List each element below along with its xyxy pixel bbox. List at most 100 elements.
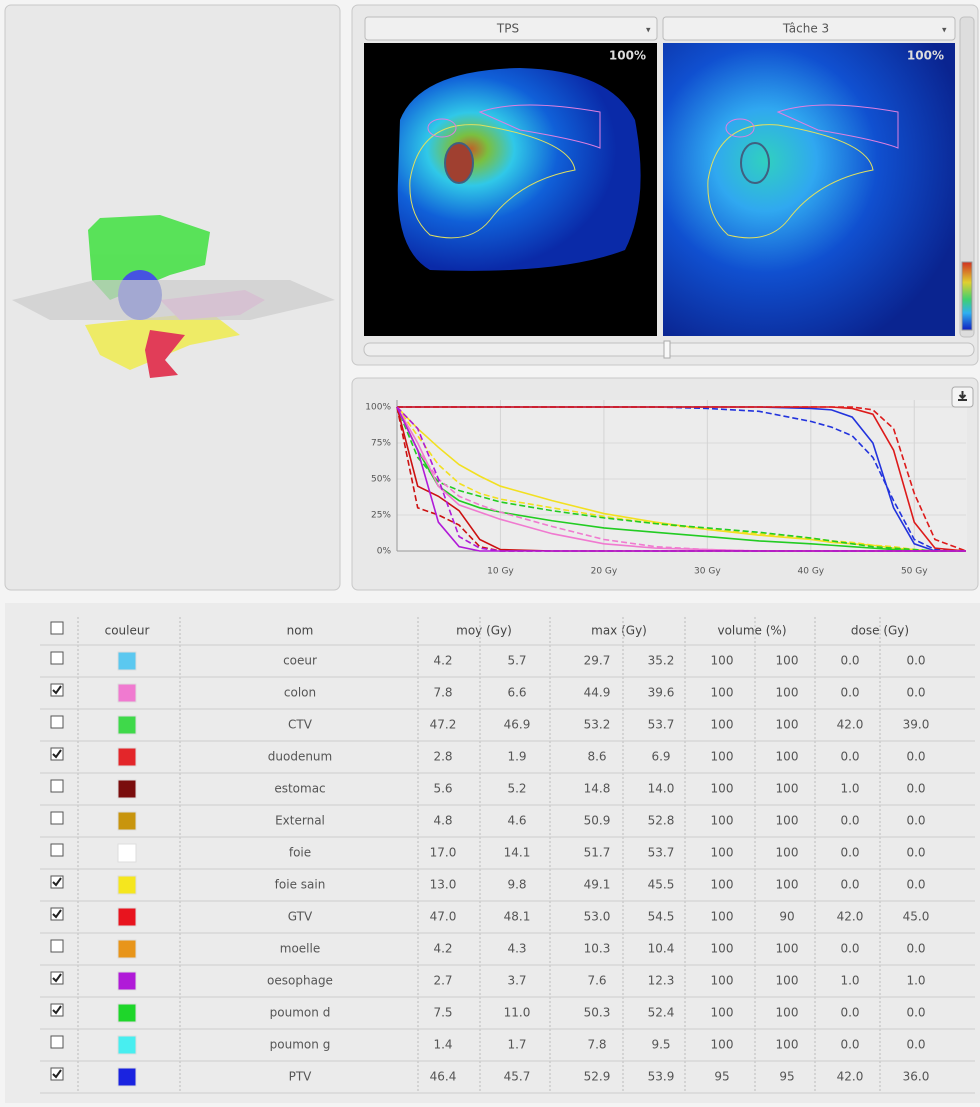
x-tick-label: 40 Gy — [798, 567, 825, 577]
color-swatch[interactable] — [118, 716, 136, 734]
table-cell: 100 — [711, 654, 734, 668]
table-cell: 8.6 — [587, 750, 606, 764]
table-cell: 4.2 — [433, 654, 452, 668]
table-cell: 5.6 — [433, 782, 452, 796]
x-tick-label: 10 Gy — [487, 567, 514, 577]
table-cell: 52.4 — [648, 1006, 675, 1020]
table-panel — [5, 603, 980, 1103]
color-swatch[interactable] — [118, 780, 136, 798]
table-cell: 4.8 — [433, 814, 452, 828]
zoom-label: 100% — [907, 49, 944, 63]
table-cell: 1.0 — [906, 974, 925, 988]
table-cell: 0.0 — [906, 686, 925, 700]
table-cell: 100 — [711, 846, 734, 860]
table-cell: 6.6 — [507, 686, 526, 700]
table-cell: 0.0 — [906, 654, 925, 668]
table-cell: 100 — [776, 1006, 799, 1020]
table-cell: 12.3 — [648, 974, 675, 988]
color-swatch[interactable] — [118, 908, 136, 926]
color-swatch[interactable] — [118, 1004, 136, 1022]
dose-image[interactable] — [663, 43, 955, 336]
checkbox[interactable] — [51, 780, 63, 792]
table-cell: 0.0 — [840, 654, 859, 668]
color-swatch[interactable] — [118, 876, 136, 894]
table-cell: 0.0 — [906, 814, 925, 828]
y-tick-label: 50% — [371, 475, 391, 485]
color-swatch[interactable] — [118, 812, 136, 830]
table-cell: 52.9 — [584, 1070, 611, 1084]
table-cell: 54.5 — [648, 910, 675, 924]
table-cell: 53.9 — [648, 1070, 675, 1084]
color-swatch[interactable] — [118, 748, 136, 766]
table-cell: 0.0 — [840, 878, 859, 892]
table-cell: 39.6 — [648, 686, 675, 700]
column-header: volume (%) — [717, 624, 786, 638]
table-cell: 0.0 — [840, 846, 859, 860]
table-cell: 46.9 — [504, 718, 531, 732]
dropdown-label[interactable]: Tâche 3 — [782, 22, 829, 36]
table-cell: 7.5 — [433, 1006, 452, 1020]
table-cell: 7.8 — [587, 1038, 606, 1052]
table-cell: 49.1 — [584, 878, 611, 892]
table-cell: 44.9 — [584, 686, 611, 700]
color-swatch[interactable] — [118, 844, 136, 862]
checkbox[interactable] — [51, 940, 63, 952]
column-header: max (Gy) — [591, 624, 647, 638]
table-cell: 100 — [776, 782, 799, 796]
table-cell: 100 — [711, 1038, 734, 1052]
table-cell: 45.5 — [648, 878, 675, 892]
table-cell: 45.0 — [903, 910, 930, 924]
color-swatch[interactable] — [118, 1036, 136, 1054]
table-cell: 90 — [779, 910, 794, 924]
table-cell: 4.2 — [433, 942, 452, 956]
table-cell: 95 — [714, 1070, 729, 1084]
checkbox[interactable] — [51, 844, 63, 856]
slider-handle[interactable] — [664, 341, 670, 358]
table-cell: 48.1 — [504, 910, 531, 924]
structure-name: duodenum — [268, 750, 332, 764]
color-swatch[interactable] — [118, 652, 136, 670]
table-cell: 0.0 — [906, 846, 925, 860]
checkbox[interactable] — [51, 716, 63, 728]
table-cell: 0.0 — [906, 1006, 925, 1020]
checkbox[interactable] — [51, 812, 63, 824]
table-cell: 47.2 — [430, 718, 457, 732]
column-header: nom — [287, 624, 314, 638]
dropdown-arrow: ▾ — [942, 26, 947, 36]
color-swatch[interactable] — [118, 1068, 136, 1086]
table-cell: 4.3 — [507, 942, 526, 956]
table-cell: 0.0 — [906, 942, 925, 956]
table-cell: 10.4 — [648, 942, 675, 956]
table-cell: 100 — [711, 686, 734, 700]
color-swatch[interactable] — [118, 972, 136, 990]
checkbox[interactable] — [51, 1036, 63, 1048]
column-header: moy (Gy) — [456, 624, 512, 638]
structure-name: moelle — [280, 942, 320, 956]
table-cell: 6.9 — [651, 750, 670, 764]
table-cell: 0.0 — [840, 1038, 859, 1052]
table-cell: 14.0 — [648, 782, 675, 796]
table-cell: 42.0 — [837, 910, 864, 924]
color-swatch[interactable] — [118, 684, 136, 702]
table-cell: 51.7 — [584, 846, 611, 860]
dropdown-label[interactable]: TPS — [496, 22, 519, 36]
table-cell: 14.8 — [584, 782, 611, 796]
table-cell: 36.0 — [903, 1070, 930, 1084]
table-cell: 100 — [711, 942, 734, 956]
checkbox[interactable] — [51, 622, 63, 634]
table-cell: 100 — [776, 750, 799, 764]
table-cell: 46.4 — [430, 1070, 457, 1084]
table-cell: 2.7 — [433, 974, 452, 988]
table-cell: 9.5 — [651, 1038, 670, 1052]
structure-name: PTV — [289, 1070, 313, 1084]
checkbox[interactable] — [51, 652, 63, 664]
table-cell: 0.0 — [906, 878, 925, 892]
table-cell: 53.0 — [584, 910, 611, 924]
structure-name: poumon g — [270, 1038, 331, 1052]
y-tick-label: 100% — [365, 403, 391, 413]
dose-map — [398, 68, 641, 271]
table-cell: 100 — [776, 942, 799, 956]
color-swatch[interactable] — [118, 940, 136, 958]
x-tick-label: 20 Gy — [591, 567, 618, 577]
table-cell: 7.8 — [433, 686, 452, 700]
